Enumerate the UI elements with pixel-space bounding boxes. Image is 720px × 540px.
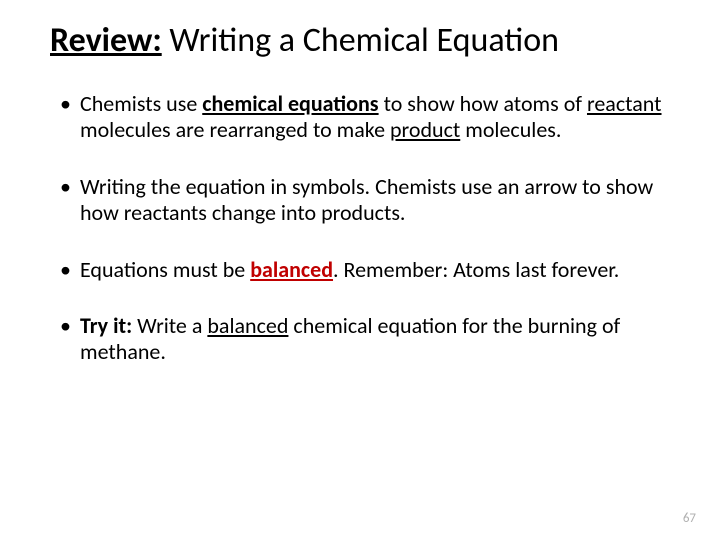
b1-chemical-equations: chemical equations bbox=[202, 90, 378, 117]
b1-text-5: molecules are rearranged to make bbox=[80, 116, 390, 143]
bullet-1: Chemists use chemical equations to show … bbox=[60, 91, 680, 144]
b1-text-3: to show how atoms of bbox=[379, 90, 587, 117]
b1-text-1: Chemists use bbox=[80, 90, 202, 117]
b3-text-1: Equations must be bbox=[80, 256, 250, 283]
bullet-3: Equations must be balanced. Remember: At… bbox=[60, 257, 680, 283]
b4-text-2: Write a bbox=[137, 312, 207, 339]
b3-text-3: . Remember: Atoms last forever. bbox=[333, 256, 619, 283]
b2-text: Writing the equation in symbols. Chemist… bbox=[80, 173, 653, 226]
bullet-4: Try it: Write a balanced chemical equati… bbox=[60, 313, 680, 366]
bullet-list: Chemists use chemical equations to show … bbox=[60, 91, 680, 366]
b1-reactant: reactant bbox=[587, 90, 662, 117]
b1-product: product bbox=[390, 116, 460, 143]
b4-balanced: balanced bbox=[207, 312, 288, 339]
title-review-label: Review: bbox=[50, 20, 162, 61]
b4-try-it: Try it: bbox=[80, 312, 137, 339]
page-number: 67 bbox=[683, 511, 696, 526]
bullet-2: Writing the equation in symbols. Chemist… bbox=[60, 174, 680, 227]
title-rest: Writing a Chemical Equation bbox=[162, 20, 559, 61]
b3-balanced: balanced bbox=[250, 256, 333, 283]
slide-title: Review: Writing a Chemical Equation bbox=[0, 0, 720, 61]
b1-text-7: molecules. bbox=[460, 116, 561, 143]
slide-content: Chemists use chemical equations to show … bbox=[0, 61, 720, 366]
